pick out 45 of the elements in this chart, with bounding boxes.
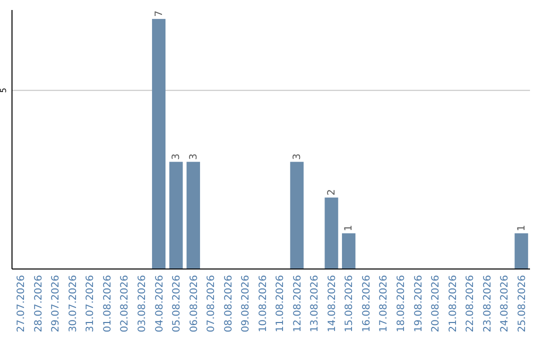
bar (186, 162, 200, 269)
x-tick-label: 24.08.2026 (500, 275, 511, 332)
data-label: 3 (292, 153, 303, 160)
x-tick-label: 07.08.2026 (206, 275, 218, 332)
x-tick-label: 19.08.2026 (413, 275, 424, 332)
x-tick-label: 03.08.2026 (137, 275, 148, 332)
x-tick-label: 25.08.2026 (516, 275, 528, 332)
data-label: 3 (188, 153, 200, 160)
x-tick-label: 18.08.2026 (396, 275, 407, 332)
x-tick-label: 16.08.2026 (361, 275, 372, 332)
data-label: 2 (326, 189, 338, 196)
bar (290, 162, 304, 269)
x-tick-label: 15.08.2026 (344, 275, 356, 332)
x-tick-label: 29.07.2026 (50, 275, 62, 332)
x-tick-label: 27.07.2026 (16, 275, 28, 332)
x-tick-label: 31.07.2026 (85, 275, 96, 332)
x-tick-label: 20.08.2026 (430, 275, 442, 332)
x-tick-label: 21.08.2026 (448, 275, 459, 332)
x-tick-label: 28.07.2026 (33, 275, 44, 332)
data-label: 3 (171, 153, 182, 160)
x-tick-label: 06.08.2026 (188, 275, 200, 332)
x-tick-label: 09.08.2026 (240, 275, 252, 332)
x-tick-label: 12.08.2026 (292, 275, 304, 332)
bar (169, 162, 183, 269)
x-tick-label: 22.08.2026 (465, 275, 476, 332)
bar (514, 233, 528, 269)
x-tick-label: 23.08.2026 (482, 275, 494, 332)
bar (342, 233, 356, 269)
x-tick-label: 05.08.2026 (172, 275, 183, 332)
x-tick-label: 17.08.2026 (378, 275, 390, 332)
x-tick-label: 11.08.2026 (275, 275, 286, 332)
bar (152, 18, 166, 269)
y-tick-label: 5 (0, 88, 8, 93)
data-label: 7 (154, 10, 165, 17)
data-label: 1 (344, 224, 355, 232)
x-tick-label: 08.08.2026 (223, 275, 234, 332)
data-label: 1 (516, 224, 528, 232)
x-tick-label: 02.08.2026 (120, 275, 131, 332)
x-tick-label: 01.08.2026 (102, 275, 114, 332)
x-tick-label: 04.08.2026 (154, 275, 166, 332)
x-tick-label: 13.08.2026 (310, 275, 321, 332)
x-tick-label: 30.07.2026 (68, 275, 79, 332)
x-tick-label: 14.08.2026 (326, 275, 338, 332)
bar (324, 198, 338, 269)
x-tick-label: 10.08.2026 (258, 275, 269, 332)
